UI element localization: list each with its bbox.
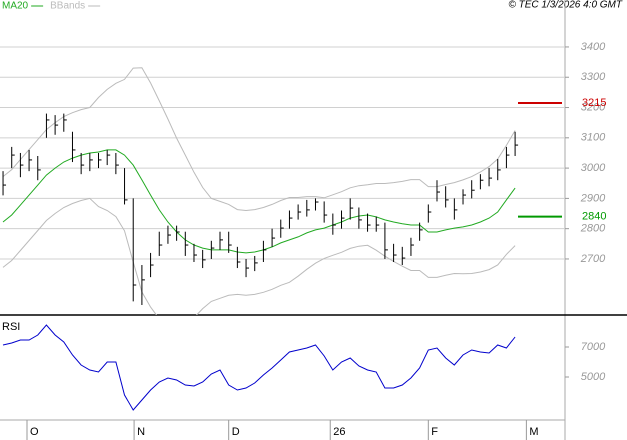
bband-line [2,67,516,212]
x-tick-label: M [529,426,538,438]
level-label: 2840 [582,210,606,222]
level-label: 3215 [582,97,606,109]
legend-label: MA20 [2,1,29,12]
y-tick-label: 2700 [580,253,606,265]
price-plot [0,46,565,315]
y-tick-label: 3300 [581,71,606,83]
rsi-line [2,324,516,411]
y-tick-label: 2800 [580,223,606,235]
rsi-plot [2,324,516,411]
x-tick-label: F [431,426,438,438]
y-tick-label: 3200 [581,101,606,113]
x-tick-label: N [137,426,145,438]
y-tick-label: 2900 [580,192,606,204]
bband-line [2,197,516,315]
y-tick-label: 5000 [581,371,606,383]
x-tick-label: O [30,426,39,438]
x-tick-label: D [232,426,240,438]
y-tick-label: 3100 [581,132,606,144]
y-tick-label: 3400 [581,41,606,53]
rsi-title: RSI [2,321,20,333]
legend-label: BBands [50,1,85,12]
copyright: © TEC 1/3/2026 4:0 GMT [508,0,622,11]
ma-line [2,149,516,254]
y-tick-label: 3000 [581,162,606,174]
y-tick-label: 7000 [581,341,606,353]
x-tick-label: 26 [333,426,345,438]
